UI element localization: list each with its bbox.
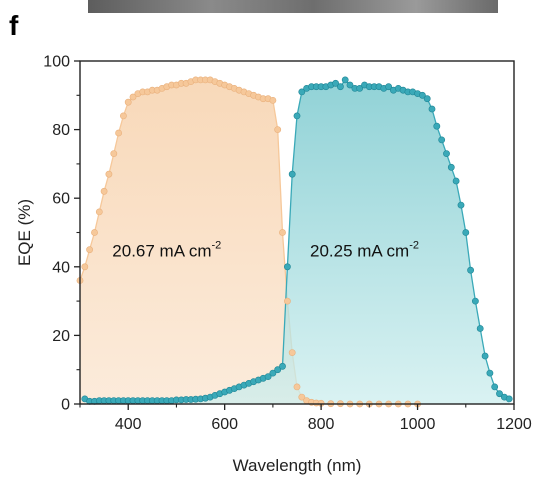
series-2-point [356,85,364,92]
current-density-annotation: 20.25 mA cm-2 [310,240,419,261]
y-tick-label: 60 [52,191,70,208]
x-axis-title: Wavelength (nm) [233,456,362,475]
series-2-point [288,170,296,178]
series-1-area [80,79,418,405]
series-2-point [279,362,286,370]
series-2-point [346,81,354,89]
series-1-point [279,229,286,236]
series-2-point [341,76,349,84]
series-2-point [457,201,465,209]
series-2-point [423,95,431,103]
x-tick-label: 800 [308,416,335,433]
series-2-point [496,390,503,398]
series-2-point [428,105,436,113]
series-1-point [274,126,282,134]
series-1-point [298,393,306,401]
y-axis-title: EQE (%) [15,199,34,266]
x-tick-label: 1000 [400,416,436,433]
series-1-point [124,98,132,106]
series-1-point [81,263,89,271]
series-2-point [462,229,470,236]
x-tick-label: 600 [211,416,238,433]
y-tick-label: 40 [52,259,70,276]
series-1-point [129,93,137,101]
series-2-point [471,297,479,305]
top-image-strip [88,0,498,13]
series-2-point [336,83,344,91]
series-2-point [443,150,450,157]
x-tick-label: 400 [115,416,142,433]
series-1-point [86,246,93,254]
series-1-point [269,97,277,104]
series-2-point [298,88,306,96]
series-2-point [467,266,474,274]
series-2-point [447,163,455,171]
series-2-point [418,91,426,99]
series-1-point [105,170,113,178]
series-1-point [293,383,301,391]
series-2-point [481,352,489,360]
y-tick-label: 20 [52,328,70,345]
series-1-point [115,129,122,137]
series-2-point [505,395,513,403]
series-2-point [486,369,494,377]
series-1-point [110,150,118,157]
y-tick-label: 80 [52,122,70,139]
series-2-area [84,79,510,405]
series-1-point [288,349,296,356]
current-density-annotation: 20.67 mA cm-2 [112,240,221,261]
series-2-point [452,177,460,185]
series-2-point [491,383,499,391]
series-2-point [438,136,446,144]
panel-label: f [9,10,19,41]
series-1-point [95,208,103,216]
x-tick-label: 1200 [496,416,532,433]
series-2-point [283,263,291,271]
series-2-point [264,373,272,380]
series-1-point [283,297,291,305]
series-2-point [293,112,301,120]
series-2-point [385,83,392,91]
y-tick-label: 0 [61,397,70,414]
series-2-point [269,369,277,377]
series-2-point [274,366,282,374]
series-2-point [433,122,441,130]
series-1-point [100,187,108,195]
series-2-point [476,325,484,332]
series-1-point [120,112,127,120]
series-1-point [91,229,98,236]
y-tick-label: 100 [43,54,70,71]
series-2-point [332,79,339,87]
